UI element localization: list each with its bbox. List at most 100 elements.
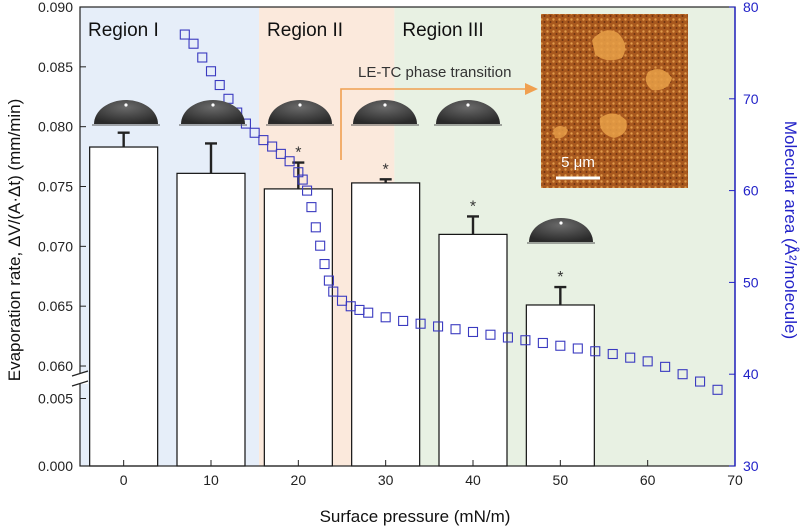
region-label-1: Region I — [88, 20, 159, 41]
droplet-image-5 — [529, 218, 593, 242]
bar-0 — [89, 146, 159, 467]
droplet-highlight-5 — [559, 221, 563, 225]
axis-break-gap — [72, 373, 88, 384]
isotherm-point-45 — [712, 384, 723, 395]
right-axis-label: Molecular area (Å²/molecule) — [781, 121, 800, 339]
isotherm-point-44 — [695, 376, 706, 387]
y2-tick-label-4: 70 — [743, 91, 759, 107]
isotherm-point-12 — [284, 156, 295, 167]
isotherm-point-21 — [328, 286, 339, 297]
bar-3 — [351, 182, 421, 467]
isotherm-point-38 — [590, 346, 601, 357]
isotherm-point-31 — [467, 326, 479, 338]
transition-arrow-head — [525, 83, 538, 95]
droplet-image-1 — [181, 100, 245, 124]
isotherm-point-3 — [205, 66, 217, 77]
isotherm-point-27 — [398, 315, 409, 327]
bar-2 — [263, 188, 333, 467]
isotherm-point-32 — [485, 329, 496, 340]
afm-domain-4 — [553, 126, 568, 139]
isotherm-point-39 — [607, 348, 618, 360]
isotherm-point-37 — [572, 343, 583, 354]
droplet-image-0 — [94, 100, 158, 124]
error-bar-5 — [554, 285, 567, 305]
isotherm-point-10 — [267, 141, 278, 152]
isotherm-point-17 — [310, 222, 321, 233]
y-tick-label-upper-6: 0.090 — [38, 0, 73, 15]
error-bar-0 — [117, 131, 130, 148]
droplet-highlight-1 — [211, 103, 215, 107]
isotherm-point-20 — [323, 275, 334, 286]
x-tick-label-6: 60 — [640, 472, 656, 488]
isotherm-point-4 — [214, 79, 225, 91]
significance-star-4: * — [470, 198, 476, 215]
isotherm-point-35 — [537, 337, 548, 349]
isotherm-point-26 — [380, 312, 391, 323]
isotherm-point-30 — [450, 324, 461, 335]
axis-break-mark — [71, 370, 89, 387]
isotherm-point-29 — [433, 321, 444, 332]
x-tick-label-5: 50 — [553, 472, 569, 488]
significance-star-5: * — [557, 269, 563, 286]
isotherm-point-33 — [502, 332, 513, 343]
droplet-image-3 — [353, 100, 417, 124]
scale-bar-label: 5 μm — [561, 154, 595, 171]
bar-4 — [438, 233, 508, 467]
y2-tick-label-2: 50 — [743, 274, 759, 290]
isotherm-point-28 — [415, 318, 426, 329]
droplet-highlight-0 — [124, 103, 128, 107]
y-tick-label-upper-4: 0.080 — [38, 119, 73, 135]
bar-5 — [525, 304, 595, 467]
x-tick-label-3: 30 — [378, 472, 394, 488]
isotherm-point-40 — [625, 352, 636, 363]
y-axis-label: Evaporation rate, ΔV/(A·Δt) (mm/min) — [5, 99, 24, 382]
droplet-highlight-3 — [383, 103, 387, 107]
isotherm-point-18 — [315, 240, 326, 251]
y-tick-label-upper-3: 0.075 — [38, 179, 73, 195]
x-tick-label-0: 0 — [120, 472, 128, 488]
bar-1 — [176, 172, 246, 467]
y-tick-label-upper-1: 0.065 — [38, 298, 73, 314]
y-tick-label-upper-0: 0.060 — [38, 358, 73, 374]
isotherm-point-25 — [363, 307, 374, 318]
significance-star-2: * — [295, 145, 301, 162]
y2-tick-label-1: 40 — [743, 366, 759, 382]
isotherm-point-14 — [297, 174, 308, 185]
x-axis-label: Surface pressure (mN/m) — [320, 507, 511, 526]
droplet-image-2 — [268, 100, 332, 124]
isotherm-point-2 — [197, 52, 208, 63]
x-tick-label-7: 70 — [727, 472, 743, 488]
afm-domain-2 — [599, 113, 627, 138]
isotherm-point-19 — [319, 258, 330, 270]
afm-domain-3 — [645, 69, 672, 91]
isotherm-point-36 — [555, 340, 566, 351]
isotherm-point-1 — [188, 38, 199, 49]
y2-tick-label-0: 30 — [743, 458, 759, 474]
y-tick-label-lower-1: 0.005 — [38, 391, 73, 407]
significance-star-3: * — [383, 161, 389, 178]
isotherm-point-43 — [677, 369, 688, 380]
x-tick-label-4: 40 — [465, 472, 481, 488]
droplet-highlight-2 — [298, 103, 302, 107]
isotherm-point-22 — [336, 295, 348, 306]
y-tick-label-upper-2: 0.070 — [38, 238, 73, 254]
isotherm-point-16 — [306, 202, 317, 213]
y2-tick-label-5: 80 — [743, 0, 759, 15]
y2-tick-label-3: 60 — [743, 183, 759, 199]
y-tick-label-lower-0: 0.000 — [38, 458, 73, 474]
region-label-3: Region III — [402, 20, 483, 41]
y-tick-label-upper-5: 0.085 — [38, 59, 73, 75]
x-tick-label-2: 20 — [291, 472, 307, 488]
isotherm-point-9 — [258, 135, 269, 146]
isotherm-point-0 — [179, 29, 190, 40]
transition-arrow-line — [340, 88, 525, 160]
droplet-image-4 — [436, 100, 500, 124]
error-bar-1 — [205, 142, 217, 174]
transition-label: LE-TC phase transition — [358, 64, 511, 81]
isotherm-point-41 — [642, 356, 653, 367]
isotherm-point-15 — [302, 185, 313, 196]
error-bar-4 — [467, 215, 479, 235]
region-label-2: Region II — [267, 20, 343, 41]
isotherm-point-34 — [520, 335, 531, 346]
